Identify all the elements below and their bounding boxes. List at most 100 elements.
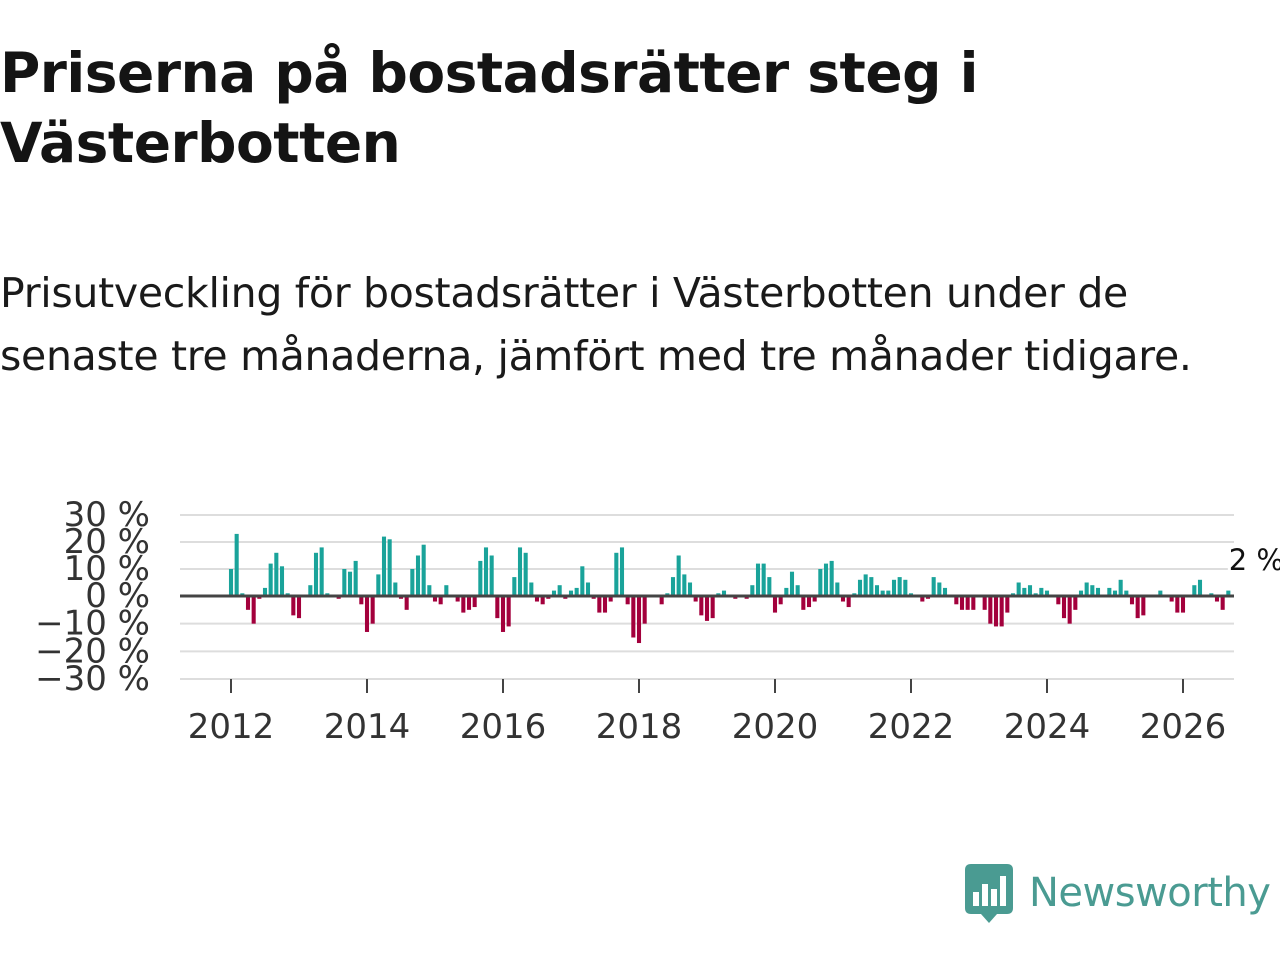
bar — [342, 569, 347, 596]
bar — [376, 574, 381, 596]
bar — [296, 596, 302, 619]
bar — [1056, 596, 1061, 605]
bar — [1169, 596, 1174, 602]
chart-subtitle: Prisutveckling för bostadsrätter i Väste… — [0, 269, 1192, 380]
bar — [319, 547, 324, 596]
bar — [1067, 596, 1072, 624]
bar — [874, 585, 880, 596]
bar — [636, 596, 642, 644]
bar — [568, 590, 574, 596]
bar — [829, 560, 834, 596]
bar — [512, 577, 517, 596]
bar — [534, 596, 540, 602]
bar — [755, 563, 761, 596]
logo-text: Newsworthy — [1029, 870, 1271, 916]
bar — [931, 577, 936, 596]
bar — [455, 596, 460, 602]
bar — [1073, 596, 1078, 610]
bar — [920, 596, 925, 602]
bar — [1084, 582, 1089, 596]
bar — [245, 596, 251, 610]
bar — [971, 596, 976, 610]
bar — [268, 563, 273, 596]
bar — [761, 563, 766, 596]
bar — [795, 585, 800, 596]
bar — [359, 596, 364, 605]
bar — [687, 582, 693, 596]
bar — [438, 596, 443, 605]
bar — [506, 596, 511, 627]
x-tick-label: 2018 — [596, 707, 683, 747]
y-tick-label: −10 % — [35, 604, 150, 644]
bar — [670, 577, 676, 596]
bar — [529, 582, 534, 596]
bar — [1214, 596, 1220, 602]
bars — [228, 533, 1231, 644]
x-tick-label: 2014 — [324, 707, 411, 747]
bar — [1016, 582, 1021, 596]
bar — [965, 596, 970, 610]
bar — [767, 577, 772, 596]
bar — [432, 596, 438, 602]
bar — [1197, 579, 1203, 596]
bar — [1044, 590, 1050, 596]
bar — [869, 577, 874, 596]
bar — [1090, 585, 1095, 596]
bar-chart: 30 %20 %10 %0 %−10 %−20 %−30 % 2012 2014 2… — [35, 495, 1280, 747]
bar — [857, 579, 863, 596]
bar — [585, 582, 591, 596]
bar — [580, 566, 585, 596]
bar — [682, 574, 687, 596]
bar — [1180, 596, 1186, 613]
x-tick-label: 2016 — [460, 707, 547, 747]
bar — [557, 585, 562, 596]
bar — [959, 596, 965, 610]
bar — [1124, 590, 1129, 596]
bar — [614, 552, 619, 596]
bar — [1039, 587, 1044, 596]
bar — [1175, 596, 1180, 613]
last-value-label: 2 % — [1229, 543, 1280, 577]
bar — [251, 596, 256, 624]
bar — [421, 544, 426, 596]
bar — [988, 596, 993, 624]
bar — [461, 596, 466, 613]
y-tick-label: 10 % — [64, 549, 150, 589]
bar — [778, 596, 783, 605]
x-tick-label: 2022 — [868, 707, 955, 747]
bar — [234, 533, 239, 596]
bar — [415, 555, 421, 596]
x-tick-label: 2024 — [1004, 707, 1091, 747]
bar — [789, 571, 795, 596]
bar — [347, 571, 353, 596]
bar — [444, 585, 449, 596]
bar — [523, 552, 528, 596]
bar — [602, 596, 608, 613]
bar — [1005, 596, 1010, 613]
bar — [262, 587, 268, 596]
bar — [721, 590, 727, 596]
bar — [772, 596, 778, 613]
bar — [699, 596, 704, 616]
bar — [806, 596, 812, 608]
bar — [818, 569, 823, 596]
bar — [353, 560, 358, 596]
bar — [495, 596, 500, 619]
bar — [840, 596, 846, 602]
bar — [676, 555, 681, 596]
bar — [291, 596, 296, 616]
bar — [410, 569, 415, 596]
bar — [404, 596, 409, 610]
bar — [228, 569, 234, 596]
bar — [1141, 596, 1146, 616]
bar — [659, 596, 664, 605]
bar — [364, 596, 370, 632]
annotations: 2 % — [1226, 540, 1280, 580]
bar — [381, 536, 387, 596]
y-axis-ticks: 30 %20 %10 %0 %−10 %−20 %−30 % — [35, 495, 150, 699]
newsworthy-bar-chart-icon — [965, 864, 1013, 923]
bar — [1027, 585, 1033, 596]
bar — [823, 563, 829, 596]
bar — [704, 596, 710, 621]
bar — [750, 585, 755, 596]
